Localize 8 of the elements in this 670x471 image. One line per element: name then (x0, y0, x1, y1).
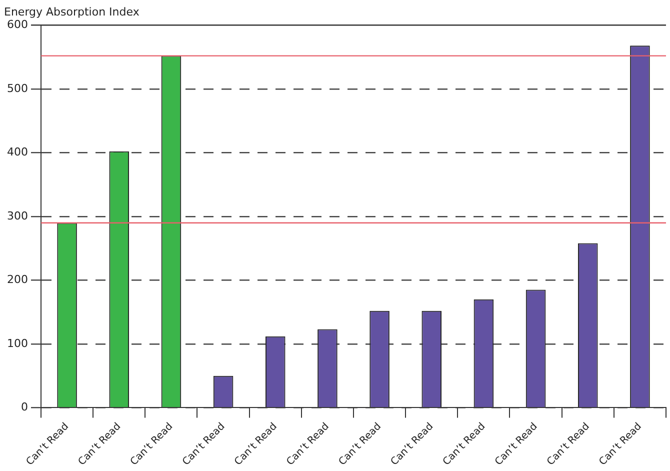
y-tick-label: 600 (6, 18, 28, 32)
y-tick-label: 200 (6, 273, 28, 286)
y-tick-label: 300 (6, 209, 28, 222)
chart-title: Energy Absorption Index (4, 5, 140, 18)
y-tick-label: 400 (6, 146, 28, 159)
y-tick-label: 500 (6, 82, 28, 95)
y-tick-label: 100 (6, 336, 28, 350)
y-tick-label: 0 (20, 400, 28, 414)
